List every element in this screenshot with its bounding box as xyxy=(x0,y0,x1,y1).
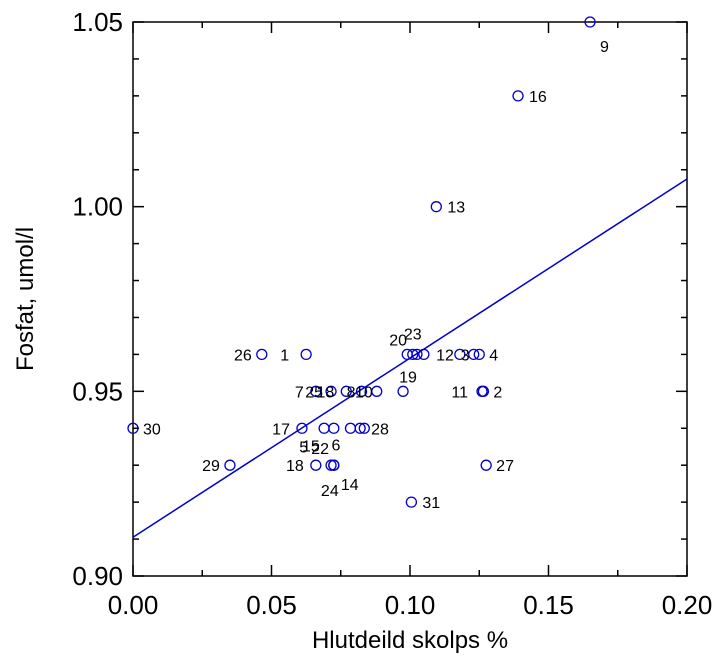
point-label: 17 xyxy=(272,421,290,438)
data-point xyxy=(473,348,485,361)
point-label: 4 xyxy=(489,347,498,364)
data-point xyxy=(476,385,488,397)
point-label: 30 xyxy=(143,421,161,438)
point-label: 18 xyxy=(286,458,304,475)
point-label: 16 xyxy=(529,89,547,106)
point-label: 6 xyxy=(332,437,341,454)
data-point xyxy=(310,385,322,397)
point-label: 19 xyxy=(399,369,417,386)
data-point xyxy=(256,348,268,361)
data-point xyxy=(310,459,322,471)
point-label: 10 xyxy=(355,384,373,401)
x-tick-label: 0.15 xyxy=(523,590,574,620)
point-label: 26 xyxy=(234,347,252,364)
data-point xyxy=(418,348,430,361)
point-label: 18 xyxy=(316,384,334,401)
point-label: 28 xyxy=(371,421,389,438)
point-label: 3 xyxy=(461,347,470,364)
data-point xyxy=(480,459,492,471)
data-point xyxy=(371,385,383,397)
y-axis-title: Fosfat, umol/l xyxy=(12,227,39,371)
data-point xyxy=(224,459,236,471)
point-label: 23 xyxy=(404,326,422,343)
data-point xyxy=(340,385,352,397)
data-point xyxy=(397,385,409,397)
data-point xyxy=(454,348,466,361)
data-point xyxy=(344,422,357,434)
data-point xyxy=(296,422,308,434)
data-point xyxy=(328,459,340,471)
x-tick-label: 0.10 xyxy=(385,590,436,620)
plot-frame xyxy=(132,21,688,577)
y-tick-label: 0.95 xyxy=(72,376,123,406)
point-label: 29 xyxy=(202,458,220,475)
y-tick-label: 0.90 xyxy=(72,561,123,591)
point-label: 12 xyxy=(436,347,454,364)
data-points xyxy=(127,16,596,508)
x-tick-label: 0.00 xyxy=(108,590,159,620)
data-point xyxy=(358,422,370,434)
point-label: 31 xyxy=(422,495,440,512)
y-tick-label: 1.05 xyxy=(72,7,123,37)
point-label: 25 xyxy=(305,384,323,401)
data-point xyxy=(407,348,419,361)
data-point xyxy=(325,385,337,397)
point-label: 20 xyxy=(389,332,407,349)
x-axis-title: Hlutdeild skolps % xyxy=(312,627,508,654)
point-label: 22 xyxy=(311,441,329,458)
point-label: 11 xyxy=(451,384,468,401)
data-point xyxy=(405,496,418,508)
axis-tick-labels: 0.00 0.05 0.10 0.15 0.20 0.90 0.95 1.00 1.05 xyxy=(72,7,712,620)
point-label: 9 xyxy=(600,39,609,56)
x-tick-label: 0.05 xyxy=(246,590,297,620)
y-tick-label: 1.00 xyxy=(72,192,123,222)
data-point xyxy=(328,422,340,434)
point-label: 1 xyxy=(280,347,289,364)
point-label: 15 xyxy=(302,438,320,455)
data-point xyxy=(468,348,480,361)
data-point xyxy=(354,422,366,434)
point-label: 13 xyxy=(447,200,465,217)
point-label: 24 xyxy=(321,483,339,500)
data-point xyxy=(512,90,524,102)
data-point xyxy=(325,459,337,471)
point-label: 8 xyxy=(347,384,356,401)
x-tick-label: 0.20 xyxy=(662,590,713,620)
data-point xyxy=(584,16,596,28)
data-point xyxy=(430,201,442,213)
point-label: 7 xyxy=(295,384,304,401)
data-point xyxy=(355,385,368,397)
point-label: 27 xyxy=(496,458,514,475)
data-point xyxy=(127,422,139,434)
point-label: 2 xyxy=(493,384,502,401)
data-point xyxy=(411,348,423,361)
point-label: 14 xyxy=(341,477,359,494)
point-label: 5 xyxy=(299,439,308,456)
data-point xyxy=(318,422,330,434)
data-point xyxy=(300,348,312,361)
axis-ticks xyxy=(132,21,688,577)
